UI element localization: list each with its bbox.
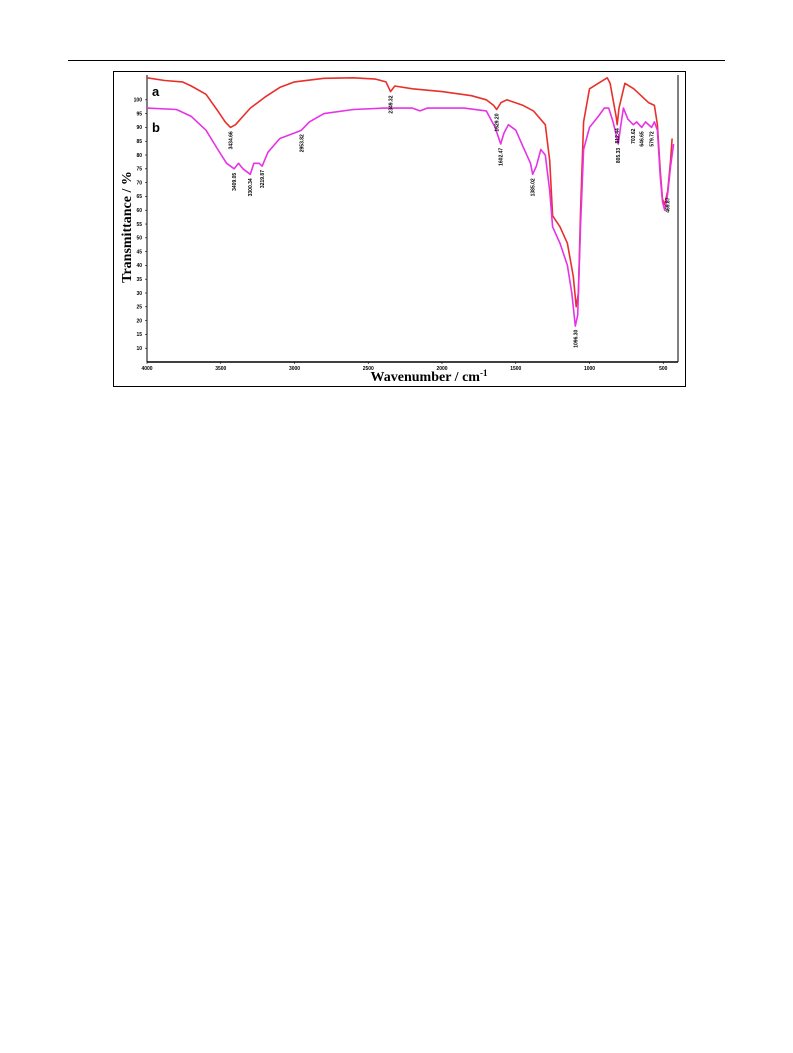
page-header-rule <box>68 60 725 61</box>
series-label-a: a <box>152 84 160 99</box>
y-tick-label: 15 <box>136 332 142 338</box>
y-tick-label: 85 <box>136 139 142 145</box>
series-line-a <box>146 77 673 308</box>
x-tick-label: 500 <box>659 366 668 372</box>
peak-label-a: 1629.20 <box>495 113 501 131</box>
y-tick-label: 20 <box>136 318 142 324</box>
y-axis-label: Transmittance / % <box>120 171 135 283</box>
peak-label-b: 3409.05 <box>232 173 238 191</box>
y-tick-label: 100 <box>134 98 143 104</box>
x-tick-label: 3500 <box>215 366 226 372</box>
y-tick-label: 45 <box>136 249 142 255</box>
series-label-b: b <box>152 120 160 135</box>
x-tick-label: 3000 <box>289 366 300 372</box>
y-tick-label: 25 <box>136 305 142 311</box>
y-tick-label: 35 <box>136 277 142 283</box>
x-axis-label-text: Wavenumber / cm <box>371 370 481 385</box>
y-tick-label: 70 <box>136 180 142 186</box>
x-tick-label: 4000 <box>141 366 152 372</box>
peak-label-b: 3300.34 <box>248 178 254 196</box>
series-line-b <box>146 107 675 327</box>
peak-label-b: 646.65 <box>640 131 646 147</box>
peak-label-a: 812.44 <box>615 128 621 144</box>
y-tick-label: 75 <box>136 167 142 173</box>
x-tick-label: 1000 <box>584 366 595 372</box>
ftir-figure: 10 15 20 25 30 35 40 45 50 55 60 65 70 75 80 85 90 95 100 … <box>113 71 686 387</box>
peak-label-b: 1385.02 <box>531 178 537 196</box>
x-tick-label: 2000 <box>436 366 447 372</box>
peak-label-b: 3219.87 <box>260 170 266 188</box>
ftir-chart: 101520253035404550556065707580859095100 … <box>120 75 679 385</box>
peak-label-b: 1602.47 <box>499 148 505 166</box>
peak-label-b: 805.33 <box>616 148 622 164</box>
y-tick-label: 55 <box>136 222 142 228</box>
y-tick-label: 40 <box>136 263 142 269</box>
y-tick-label: 50 <box>136 236 142 242</box>
x-axis-label: Wavenumber / cm-1 <box>371 368 488 385</box>
peak-label-b: 2953.82 <box>299 134 305 152</box>
y-tick-label: 90 <box>136 125 142 131</box>
peak-label-a: 3434.66 <box>228 131 234 149</box>
peak-label-b: 469.87 <box>666 197 672 213</box>
y-tick-label: 10 <box>136 346 142 352</box>
y-tick-label: 95 <box>136 111 142 117</box>
x-tick-label: 1500 <box>510 366 521 372</box>
peak-label-b: 579.72 <box>650 131 656 147</box>
x-tick-label: 2500 <box>363 366 374 372</box>
x-axis-label-superscript: -1 <box>480 368 488 378</box>
peak-label-b: 703.62 <box>631 128 637 144</box>
y-axis-label-text: Transmittance / % <box>120 171 135 283</box>
peak-label-b: 1096.30 <box>573 329 579 347</box>
y-tick-label: 30 <box>136 291 142 297</box>
y-tick-label: 60 <box>136 208 142 214</box>
y-tick-label: 65 <box>136 194 142 200</box>
y-tick-label: 80 <box>136 153 142 159</box>
peak-label-a: 2349.32 <box>389 95 395 113</box>
